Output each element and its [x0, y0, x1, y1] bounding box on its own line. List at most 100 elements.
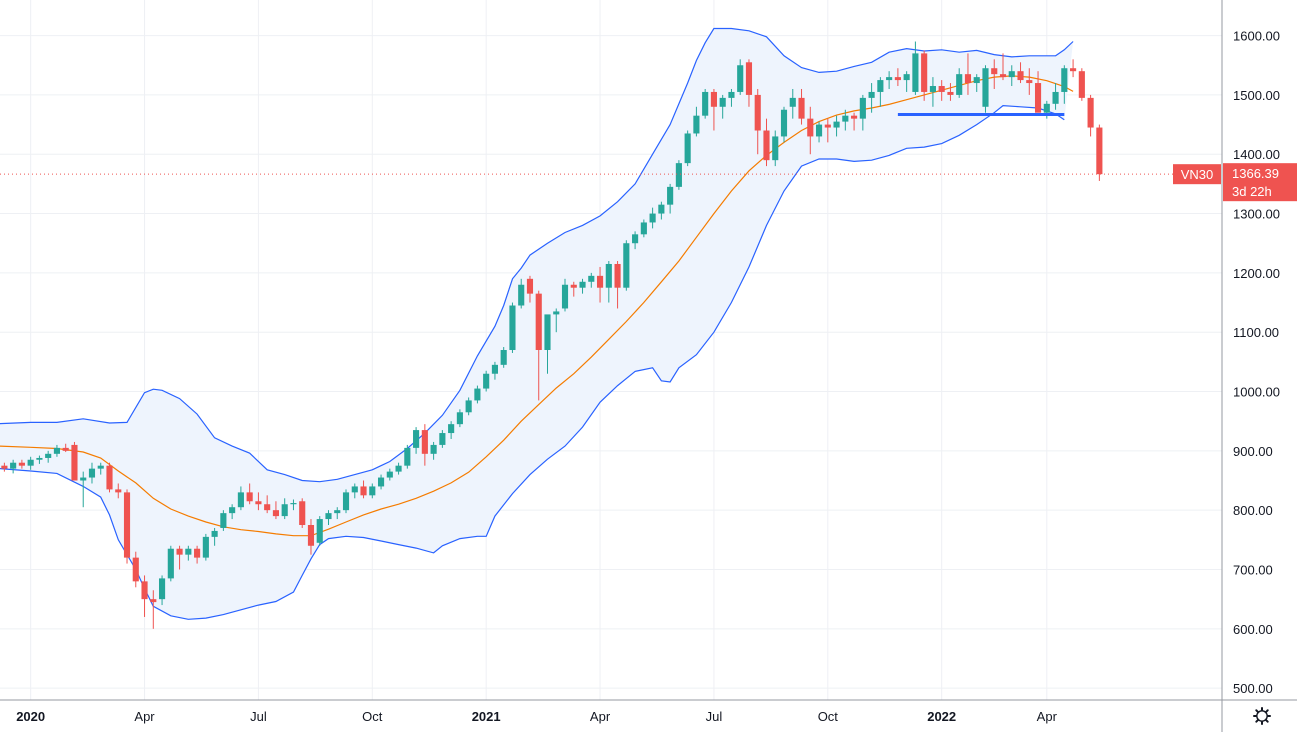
candle-body [851, 115, 858, 119]
candle-55 [483, 370, 490, 392]
candle-body [185, 548, 192, 555]
candle-body [500, 350, 507, 365]
candle-body [448, 424, 455, 434]
candle-body [658, 204, 665, 214]
candle-56 [491, 361, 498, 380]
candle-92 [807, 106, 814, 155]
candle-body [614, 263, 621, 288]
candle-body [421, 430, 428, 454]
candle-86 [754, 88, 761, 155]
candle-body [404, 447, 411, 466]
y-tick-label: 600.00 [1233, 622, 1273, 637]
candle-43 [377, 474, 385, 490]
candle-7 [62, 443, 69, 453]
candle-body [570, 284, 577, 288]
candle-19 [167, 545, 174, 582]
candle-body [176, 548, 183, 555]
candle-body [1017, 71, 1024, 81]
candle-51 [448, 421, 455, 439]
candle-body [237, 492, 244, 508]
candle-46 [404, 444, 411, 469]
candle-body [1070, 68, 1077, 72]
candle-5 [45, 450, 52, 463]
candle-body [1034, 83, 1042, 113]
candle-body [842, 115, 849, 122]
candle-body [789, 97, 796, 107]
candle-body [395, 465, 402, 472]
candle-54 [474, 385, 481, 404]
bar-countdown-label: 3d 22h [1232, 184, 1272, 199]
candle-body [526, 278, 534, 294]
candle-66 [579, 278, 586, 294]
candle-body [483, 373, 490, 389]
candle-117 [1026, 68, 1033, 95]
candle-body [351, 486, 358, 493]
candle-body [246, 492, 253, 502]
candle-body [982, 68, 989, 107]
symbol-badge [1173, 164, 1221, 185]
time-axis[interactable]: 2020 Apr Jul Oct 2021 Apr Jul Oct 2022 Apr [16, 709, 1057, 724]
time-axis-background [0, 700, 1297, 732]
candle-body [956, 74, 963, 95]
candle-35 [307, 519, 315, 555]
candle-77 [675, 160, 682, 190]
candle-body [596, 275, 604, 288]
candle-105 [921, 50, 928, 101]
candle-4 [36, 455, 43, 464]
y-tick-label: 1000.00 [1233, 385, 1280, 400]
candle-41 [360, 480, 367, 499]
candle-body [632, 234, 639, 244]
candle-102 [894, 68, 901, 87]
price-axis[interactable]: 500.00 600.00 700.00 800.00 900.00 1000.00 110… [1233, 29, 1280, 697]
candle-body [342, 492, 350, 511]
candle-body [71, 444, 78, 481]
candle-58 [509, 302, 516, 353]
candle-80 [702, 88, 709, 119]
candle-12 [106, 462, 113, 493]
candle-25 [220, 510, 227, 531]
price-axis-background [1222, 0, 1297, 732]
candle-body [763, 130, 770, 161]
candle-body [439, 433, 446, 445]
y-tick-label: 500.00 [1233, 681, 1273, 696]
candle-20 [176, 545, 183, 570]
candle-84 [737, 59, 744, 95]
settings-gear-icon[interactable] [1253, 707, 1271, 725]
candle-36 [316, 516, 323, 546]
x-tick-label: 2022 [927, 709, 956, 724]
candle-48 [421, 424, 428, 466]
candle-74 [649, 207, 656, 229]
candle-123 [1078, 68, 1085, 101]
candle-108 [947, 83, 954, 101]
candle-42 [369, 483, 376, 499]
x-tick-label: 2020 [16, 709, 45, 724]
candle-113 [991, 59, 998, 89]
candle-101 [886, 71, 893, 89]
candle-37 [325, 510, 332, 525]
x-tick-label: Apr [590, 709, 611, 724]
bollinger-upper-band [0, 27, 1074, 483]
candle-81 [710, 88, 717, 131]
candle-body [903, 74, 910, 81]
candle-body [509, 305, 516, 350]
candle-body [386, 471, 393, 478]
symbol-badge-label: VN30 [1181, 167, 1214, 182]
candle-body [623, 243, 630, 288]
candle-body [325, 513, 332, 520]
candle-61 [535, 290, 542, 401]
candle-body [167, 548, 174, 579]
candle-body [772, 136, 779, 161]
candle-body [702, 91, 709, 116]
candle-body [535, 293, 542, 350]
y-tick-label: 1400.00 [1233, 147, 1280, 162]
candle-body [815, 124, 823, 137]
candle-body [553, 311, 560, 315]
candle-116 [1017, 62, 1024, 84]
candle-39 [342, 489, 350, 514]
x-tick-label: Jul [706, 709, 723, 724]
candle-70 [614, 261, 621, 309]
candle-body [150, 599, 157, 603]
candle-78 [684, 130, 691, 167]
candle-body [710, 91, 717, 107]
